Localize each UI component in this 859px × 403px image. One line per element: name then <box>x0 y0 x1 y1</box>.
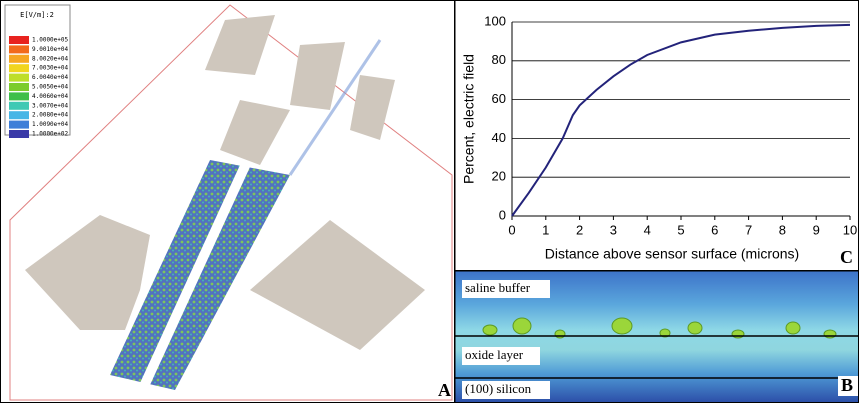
panel-label: C <box>840 247 853 267</box>
y-tick-label: 20 <box>492 169 506 184</box>
legend-label: 6.0040e+04 <box>32 74 69 81</box>
panel-label: A <box>438 380 451 400</box>
y-tick-label: 60 <box>492 91 506 106</box>
x-tick-label: 2 <box>576 222 583 237</box>
x-tick-label: 7 <box>745 222 752 237</box>
x-tick-label: 9 <box>813 222 820 237</box>
legend-swatch <box>9 83 29 91</box>
figure: E[V/m]:2 1.0000e+05 9.0010e+04 8.0020e+04 7… <box>0 0 859 403</box>
y-axis-title: Percent, electric field <box>461 54 477 184</box>
legend-title: E[V/m]:2 <box>20 11 54 19</box>
panel-label: B <box>841 375 853 395</box>
x-tick-label: 10 <box>843 222 857 237</box>
legend-label: 5.0050e+04 <box>32 84 69 91</box>
legend-swatch <box>9 55 29 63</box>
x-tick-label: 1 <box>542 222 549 237</box>
legend-label: 2.0080e+04 <box>32 112 69 119</box>
x-tick-label: 6 <box>711 222 718 237</box>
page: {"chart_data": {"type": "line", "xlabel"… <box>0 0 859 403</box>
legend-swatch <box>9 130 29 138</box>
y-tick-label: 80 <box>492 52 506 67</box>
legend-label: 7.0030e+04 <box>32 65 69 72</box>
legend-label: 4.0060e+04 <box>32 93 69 100</box>
layer-label: (100) silicon <box>465 381 532 396</box>
legend-swatch <box>9 36 29 44</box>
legend-swatch <box>9 102 29 110</box>
legend-swatch <box>9 45 29 53</box>
y-tick-label: 100 <box>484 13 506 28</box>
x-tick-label: 5 <box>677 222 684 237</box>
x-tick-label: 4 <box>644 222 651 237</box>
panel-c: Distance above sensor surface (microns) … <box>455 1 859 271</box>
legend-swatch <box>9 111 29 119</box>
legend-label: 3.0070e+04 <box>32 102 69 109</box>
layer-label: oxide layer <box>465 347 524 362</box>
legend-swatch <box>9 92 29 100</box>
legend-swatch <box>9 121 29 129</box>
x-tick-label: 8 <box>779 222 786 237</box>
legend-entries: 1.0000e+05 9.0010e+04 8.0020e+04 7.0030e+04… <box>9 36 69 138</box>
x-tick-label: 0 <box>508 222 515 237</box>
legend-label: 1.0000e+02 <box>32 131 69 138</box>
x-tick-label: 3 <box>610 222 617 237</box>
legend-label: 9.0010e+04 <box>32 46 69 53</box>
legend-label: 1.0000e+05 <box>32 37 69 44</box>
y-tick-label: 40 <box>492 130 506 145</box>
panel-b: saline buffer oxide layer (100) silicon … <box>455 271 859 403</box>
legend-swatch <box>9 64 29 72</box>
legend-swatch <box>9 74 29 82</box>
layer-label: saline buffer <box>465 280 531 295</box>
y-tick-label: 0 <box>499 207 506 222</box>
legend-label: 1.0090e+04 <box>32 121 69 128</box>
x-axis-title: Distance above sensor surface (microns) <box>545 246 799 262</box>
legend-label: 8.0020e+04 <box>32 55 69 62</box>
panel-a: E[V/m]:2 1.0000e+05 9.0010e+04 8.0020e+04 7… <box>1 1 455 403</box>
